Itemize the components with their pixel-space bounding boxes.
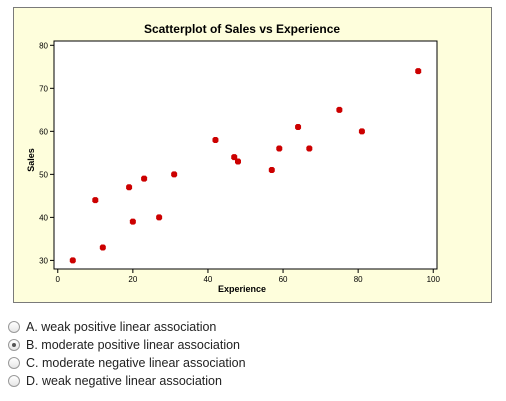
y-tick-label: 40 bbox=[39, 213, 48, 222]
scatter-point bbox=[295, 124, 302, 131]
chart-title: Scatterplot of Sales vs Experience bbox=[144, 22, 340, 36]
scatter-point bbox=[69, 257, 76, 264]
scatter-point bbox=[336, 106, 343, 113]
scatter-point bbox=[268, 167, 275, 174]
data-points bbox=[69, 68, 422, 264]
x-tick-label: 100 bbox=[427, 275, 441, 284]
x-tick-label: 40 bbox=[203, 275, 212, 284]
y-axis-label: Sales bbox=[26, 148, 36, 172]
scatter-point bbox=[92, 197, 99, 204]
option-c[interactable]: C. moderate negative linear association bbox=[8, 354, 246, 372]
y-tick-label: 80 bbox=[39, 41, 48, 50]
y-tick-label: 50 bbox=[39, 170, 48, 179]
option-b[interactable]: B. moderate positive linear association bbox=[8, 336, 246, 354]
scatter-point bbox=[306, 145, 313, 152]
scatterplot-chart: Scatterplot of Sales vs Experience Exper… bbox=[26, 22, 441, 294]
radio-c[interactable] bbox=[8, 357, 20, 369]
option-d-label: D. weak negative linear association bbox=[26, 374, 222, 388]
scatter-point bbox=[231, 154, 238, 161]
radio-a[interactable] bbox=[8, 321, 20, 333]
scatter-point bbox=[141, 175, 148, 182]
x-tick-label: 60 bbox=[279, 275, 288, 284]
scatter-point bbox=[156, 214, 163, 221]
y-axis-ticks: 30 40 50 60 70 80 bbox=[39, 41, 54, 265]
scatter-point bbox=[99, 244, 106, 251]
x-tick-label: 80 bbox=[354, 275, 363, 284]
y-tick-label: 30 bbox=[39, 256, 48, 265]
x-axis-label: Experience bbox=[218, 284, 266, 294]
scatter-point bbox=[358, 128, 365, 135]
option-b-label: B. moderate positive linear association bbox=[26, 338, 241, 352]
radio-d[interactable] bbox=[8, 375, 20, 387]
x-tick-label: 0 bbox=[56, 275, 61, 284]
x-axis-ticks: 0 20 40 60 80 100 bbox=[56, 269, 441, 284]
scatter-point bbox=[171, 171, 178, 178]
plot-area bbox=[53, 40, 438, 270]
chart-frame: Scatterplot of Sales vs Experience Exper… bbox=[13, 7, 492, 303]
option-d[interactable]: D. weak negative linear association bbox=[8, 372, 246, 390]
scatter-point bbox=[276, 145, 283, 152]
scatter-point bbox=[126, 184, 133, 191]
scatter-point bbox=[415, 68, 422, 75]
option-a-label: A. weak positive linear association bbox=[26, 320, 217, 334]
option-a[interactable]: A. weak positive linear association bbox=[8, 318, 246, 336]
scatter-point bbox=[234, 158, 241, 165]
scatter-point bbox=[212, 136, 219, 143]
y-tick-label: 60 bbox=[39, 127, 48, 136]
scatter-point bbox=[129, 218, 136, 225]
answer-options: A. weak positive linear association B. m… bbox=[8, 318, 246, 390]
y-tick-label: 70 bbox=[39, 84, 48, 93]
option-c-label: C. moderate negative linear association bbox=[26, 356, 246, 370]
x-tick-label: 20 bbox=[128, 275, 137, 284]
radio-b[interactable] bbox=[8, 339, 20, 351]
